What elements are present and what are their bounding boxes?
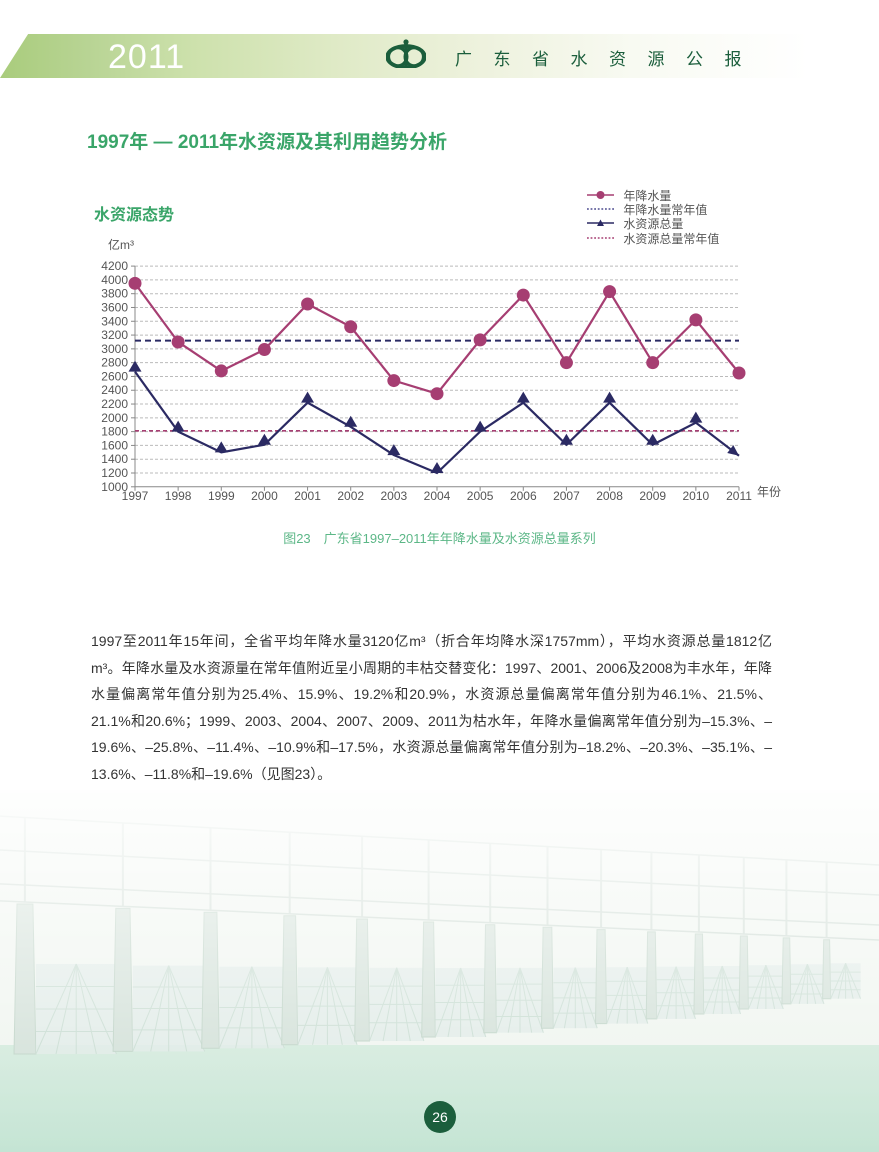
svg-text:1997: 1997: [122, 489, 149, 503]
svg-text:2200: 2200: [101, 397, 128, 411]
svg-text:2007: 2007: [553, 489, 580, 503]
svg-text:2003: 2003: [381, 489, 408, 503]
svg-text:4000: 4000: [101, 273, 128, 287]
svg-text:2400: 2400: [101, 383, 128, 397]
svg-text:1800: 1800: [101, 425, 128, 439]
svg-text:4200: 4200: [101, 259, 128, 273]
svg-text:2010: 2010: [683, 489, 710, 503]
svg-text:3600: 3600: [101, 300, 128, 314]
svg-text:3200: 3200: [101, 328, 128, 342]
svg-text:3400: 3400: [101, 314, 128, 328]
svg-text:2800: 2800: [101, 356, 128, 370]
svg-text:1400: 1400: [101, 452, 128, 466]
svg-text:1200: 1200: [101, 466, 128, 480]
svg-text:3800: 3800: [101, 287, 128, 301]
svg-text:2011: 2011: [726, 489, 752, 503]
svg-text:2009: 2009: [639, 489, 666, 503]
svg-text:2008: 2008: [596, 489, 623, 503]
svg-text:1998: 1998: [165, 489, 192, 503]
svg-text:2002: 2002: [337, 489, 364, 503]
svg-text:2600: 2600: [101, 369, 128, 383]
svg-text:3000: 3000: [101, 342, 128, 356]
svg-text:2004: 2004: [424, 489, 451, 503]
svg-text:1600: 1600: [101, 438, 128, 452]
svg-text:2000: 2000: [251, 489, 278, 503]
svg-text:2000: 2000: [101, 411, 128, 425]
svg-text:2006: 2006: [510, 489, 537, 503]
svg-text:1999: 1999: [208, 489, 235, 503]
svg-text:2001: 2001: [294, 489, 321, 503]
svg-text:2005: 2005: [467, 489, 494, 503]
